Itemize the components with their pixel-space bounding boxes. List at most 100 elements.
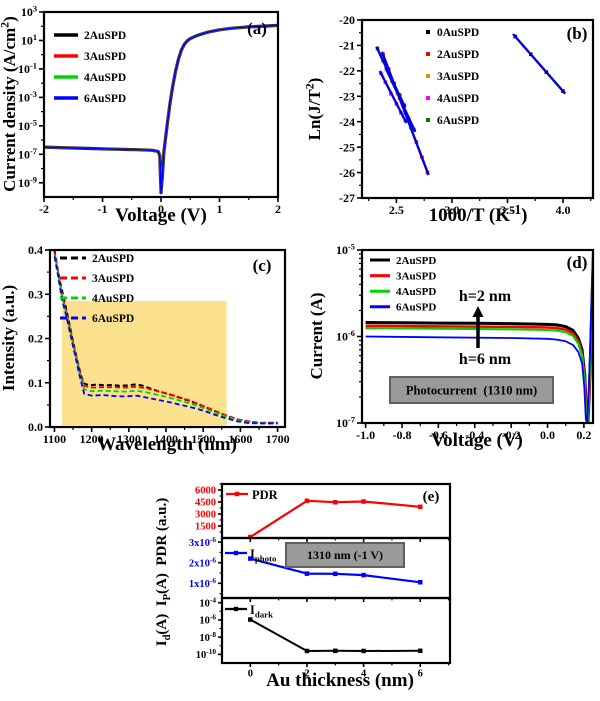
series-fit-6AuSPD	[375, 46, 407, 109]
y-tick-label: 6000	[195, 486, 216, 497]
y-tick-label: 1500	[195, 522, 216, 533]
legend-label: 2AuSPD	[396, 255, 436, 267]
y-tick-label: -26	[339, 166, 355, 180]
y-tick-label: 103	[21, 5, 37, 20]
data-point-Iphoto	[304, 571, 310, 576]
legend-swatch	[426, 52, 430, 56]
legend-swatch	[426, 96, 430, 100]
data-point-Iphoto	[418, 580, 423, 585]
y-tick-label: 101	[21, 33, 37, 48]
y-tick-label: 10-5	[336, 243, 355, 258]
series-4AuSPD	[53, 254, 278, 425]
x-tick-label: 0.2	[576, 428, 591, 442]
series-6AuSPD	[365, 249, 594, 424]
legend-swatch	[426, 118, 430, 122]
series-3AuSPD	[53, 252, 278, 424]
y-tick-label: 0.1	[28, 376, 43, 390]
legend-label: 3AuSPD	[84, 51, 126, 63]
annotation-box-label: 1310 nm (-1 V)	[307, 548, 383, 562]
y-axis-label: Intensity (a.u.)	[0, 285, 18, 391]
legend: 0AuSPD 2AuSPD 3AuSPD 4AuSPD 6AuSPD	[426, 27, 479, 127]
legend-swatch	[426, 30, 430, 34]
legend-label: 6AuSPD	[84, 93, 126, 105]
series-6AuSPD	[43, 24, 279, 194]
x-tick-label: -0.8	[393, 428, 412, 442]
legend-label: 4AuSPD	[396, 286, 436, 298]
x-tick-label: -2	[39, 202, 49, 216]
x-axis-label: 1000/T (K-1)	[429, 202, 528, 226]
legend-label: 0AuSPD	[437, 27, 479, 39]
data-point-PDR	[418, 504, 423, 510]
legend-label: 4AuSPD	[92, 293, 134, 305]
x-tick-label: 2	[275, 202, 281, 216]
x-tick-label: 1600	[228, 432, 252, 446]
legend-label: 4AuSPD	[437, 93, 479, 105]
y-tick-label: -22	[339, 64, 355, 78]
legend-label: 3AuSPD	[437, 71, 479, 83]
y-tick-label: 10-3	[18, 90, 37, 105]
data-point-PDR	[304, 498, 310, 504]
panel-d: -1.0 -0.8 -0.6 -0.4 -0.2 0.0 0.2 10-5 10-6 10-7 Vo…	[307, 243, 595, 451]
series-6AuSPD	[53, 256, 278, 425]
panel-c: 1100 1200 1300 1400 1500 1600 1700 0.0 0.1 0.2 0.3…	[0, 243, 290, 455]
x-tick-label: 1100	[43, 432, 66, 446]
axes-frame	[360, 18, 595, 200]
x-tick-label: 0	[158, 202, 164, 216]
y-tick-label: 4500	[195, 498, 216, 509]
x-tick-label: -1	[98, 202, 108, 216]
x-tick-label: 1300	[117, 432, 141, 446]
y-tick-label: 0.2	[28, 332, 43, 346]
series-PDR	[249, 499, 421, 538]
annotation-text: Idark	[250, 603, 273, 620]
legend: 2AuSPD 3AuSPD 4AuSPD 6AuSPD	[60, 253, 134, 325]
data-point-PDR	[333, 499, 338, 505]
y-tick-label: 10-1	[18, 62, 37, 77]
data-point-PDR	[248, 534, 253, 539]
shaded-region	[61, 300, 227, 426]
x-tick-label: -1.0	[356, 428, 375, 442]
x-tick-label: 1200	[80, 432, 104, 446]
panel-b: 2.5 3.0 3.5 4.0 -20 -21 -22 -23 -24 -25 -26 -27 1000…	[303, 13, 595, 226]
data-point-Idark	[248, 617, 253, 622]
y-axis-label: Current (A)	[307, 292, 326, 379]
data-point-Iphoto	[248, 556, 253, 561]
y-tick-label: -21	[339, 39, 355, 53]
series-fit-2AuSPD	[380, 51, 430, 176]
x-tick-label: 3.0	[444, 203, 459, 217]
panel-label: (b)	[567, 24, 588, 43]
annotation-box	[389, 376, 554, 404]
y-tick-label: 10-9	[18, 175, 37, 190]
y-axis-label: Current density (A/cm2)	[0, 16, 19, 192]
annotation-text: PDR	[252, 488, 279, 502]
y-tick-label: 3000	[195, 510, 216, 521]
x-tick-label: 1500	[191, 432, 215, 446]
x-tick-label: 0.0	[540, 428, 555, 442]
legend-label: 2AuSPD	[92, 253, 134, 265]
y-tick-label: 10-5	[18, 118, 37, 133]
legend-label: 2AuSPD	[84, 30, 126, 42]
y-tick-label: -23	[339, 89, 355, 103]
y-tick-label: 1x10-6	[189, 576, 216, 590]
y-tick-label: 0.0	[28, 420, 43, 434]
legend-swatch	[426, 74, 430, 78]
y-tick-label: 10-6	[199, 613, 216, 627]
data-point-Idark	[361, 648, 366, 654]
y-tick-label: -25	[339, 140, 355, 154]
series-fit-0AuSPD	[512, 33, 567, 95]
x-tick-label: 2	[304, 668, 309, 679]
y-tick-label: 0.3	[28, 287, 43, 301]
panel-label: (a)	[247, 19, 267, 38]
x-tick-label: 1	[217, 202, 223, 216]
annotation-text: Iphoto	[250, 547, 277, 564]
legend-label: 6AuSPD	[92, 313, 134, 325]
y-axis-label: Ln(J/T2)	[303, 78, 324, 141]
legend-label: 3AuSPD	[396, 270, 436, 282]
y-tick-label: 10-7	[18, 147, 37, 162]
y-tick-label: -27	[339, 191, 355, 205]
y-tick-label: -24	[339, 115, 355, 129]
x-tick-label: 1400	[154, 432, 178, 446]
series-fit-4AuSPD	[378, 70, 408, 124]
x-tick-label: 6	[418, 668, 423, 679]
